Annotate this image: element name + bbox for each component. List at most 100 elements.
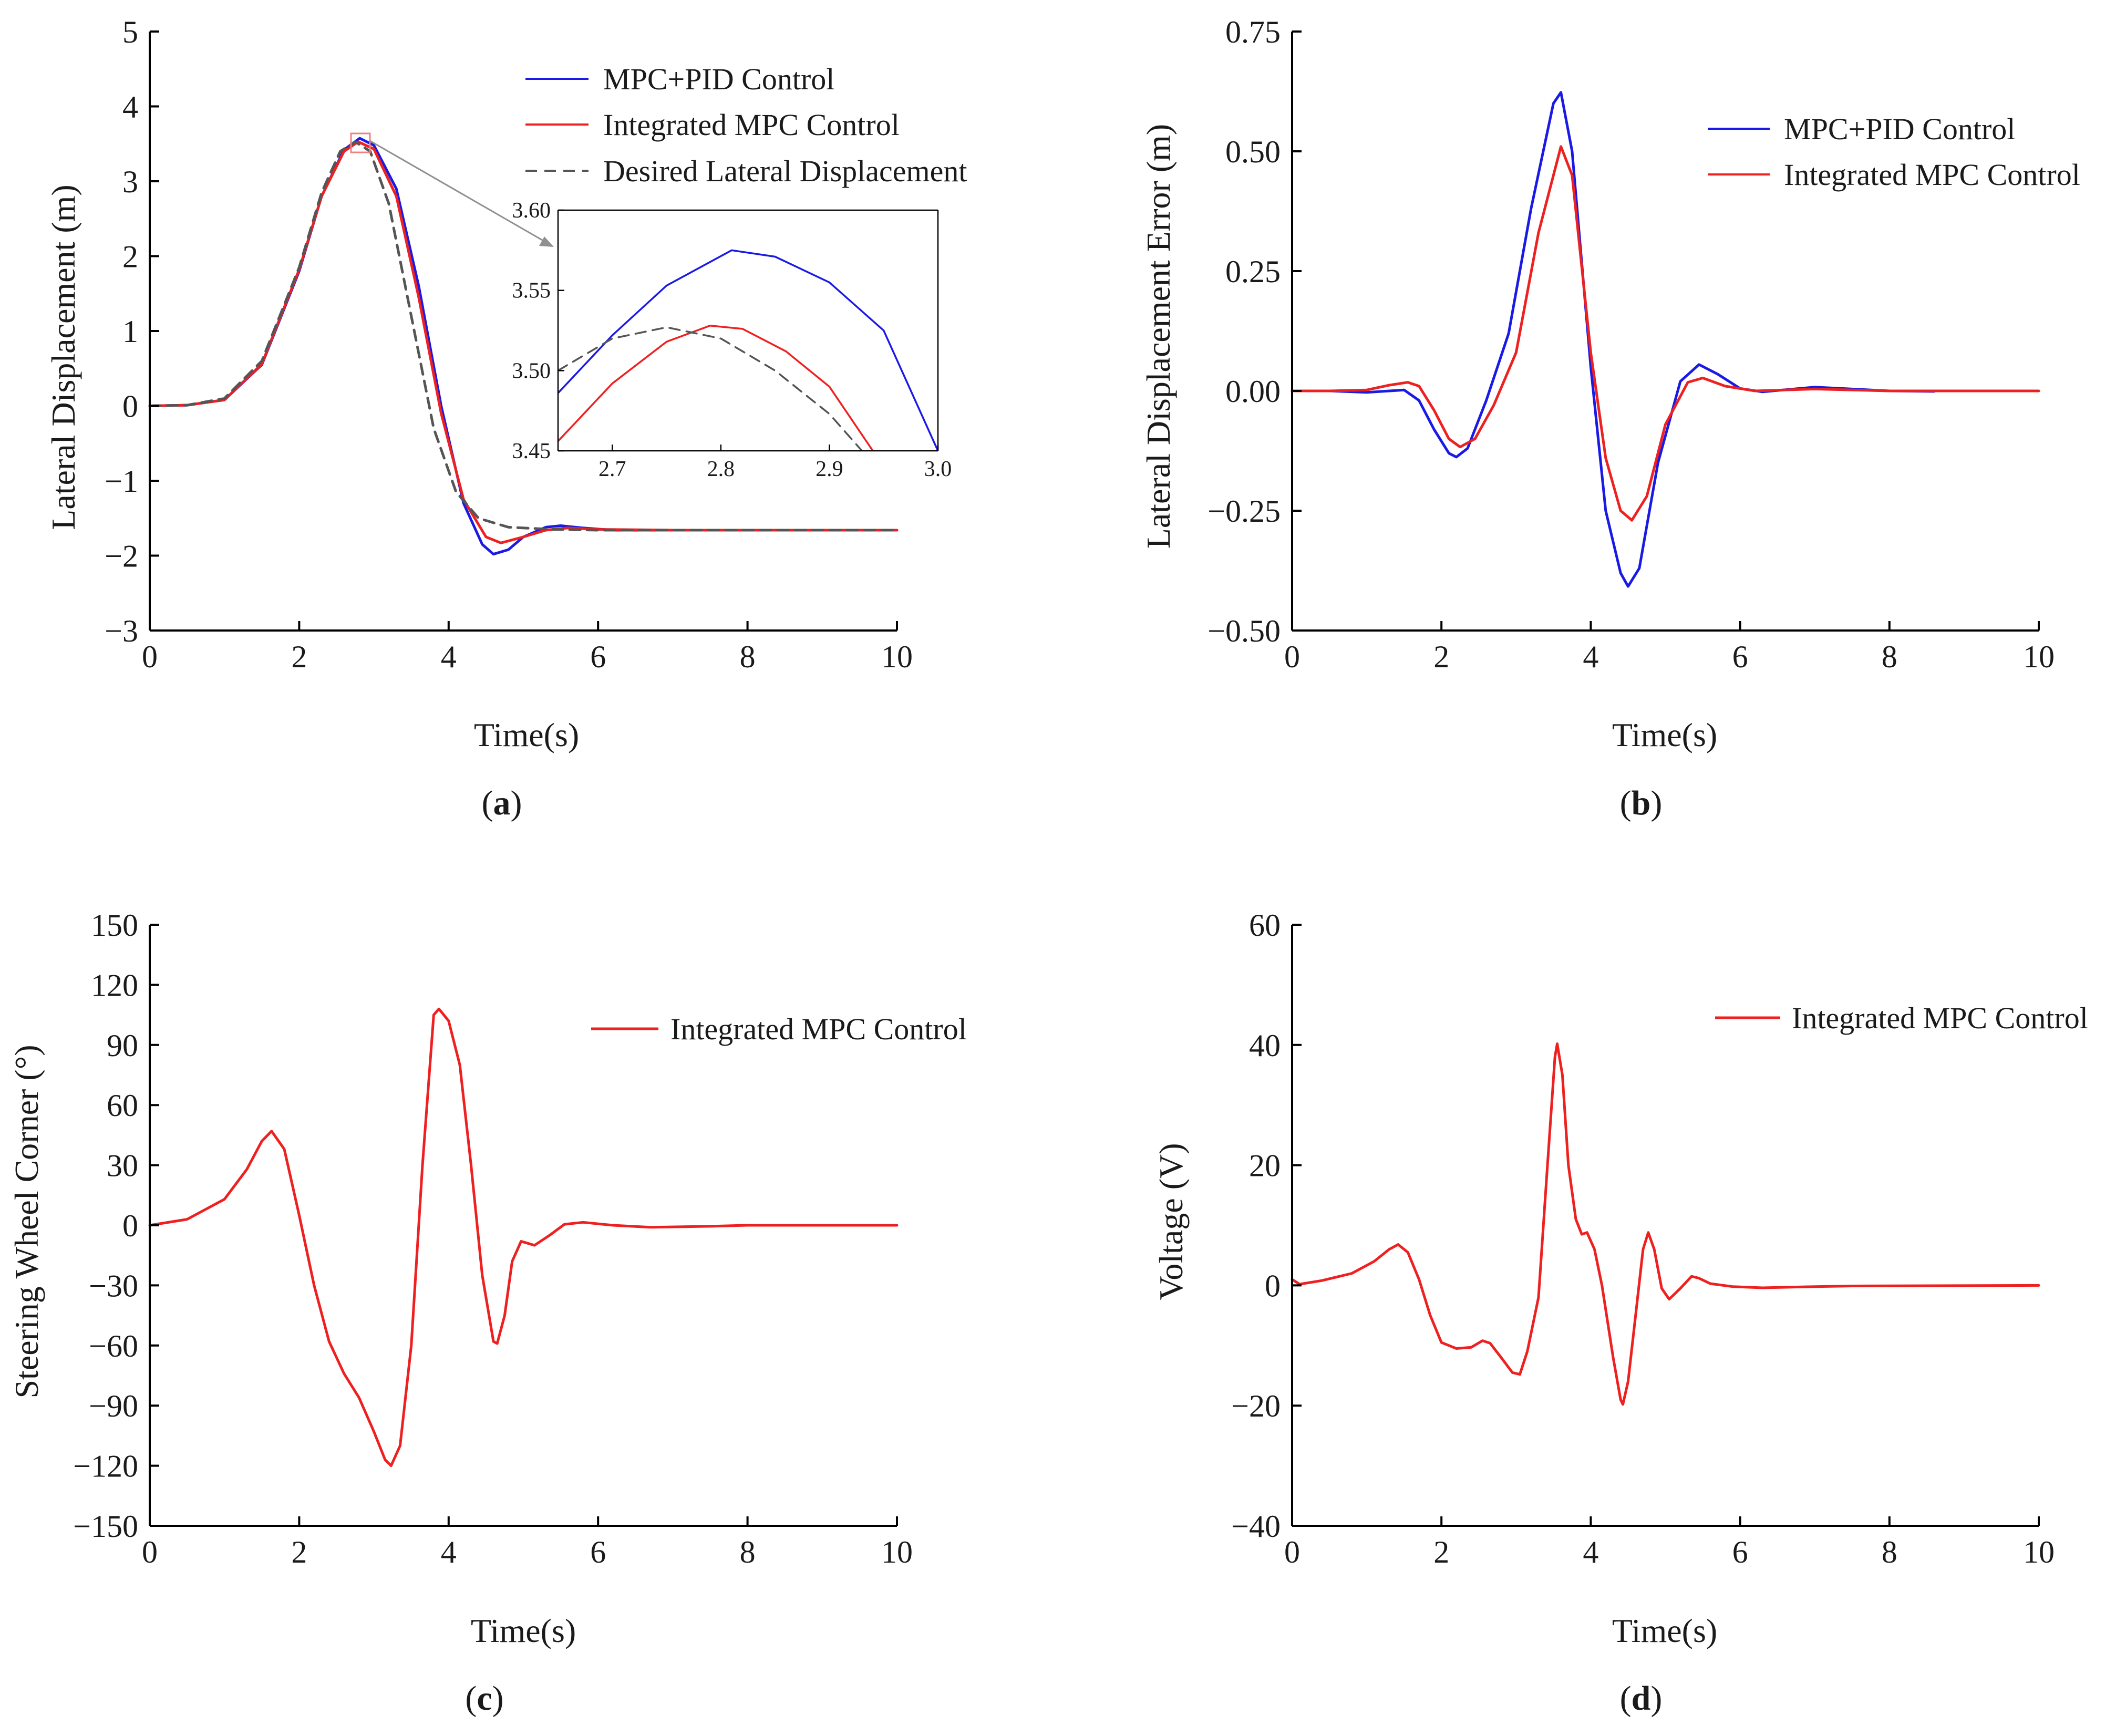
y-tick-label: 3.55 bbox=[512, 279, 551, 303]
panel-b-lateral-displacement-error: 0 2 4 6 8 10 −0.50 −0.25 0.00 0.25 0.50 0.75 MPC+PI… bbox=[1140, 15, 2080, 822]
panel-d-series-lines bbox=[1291, 1042, 2040, 1406]
x-tick-label: 10 bbox=[2023, 1535, 2055, 1569]
y-tick-label: 150 bbox=[91, 908, 138, 943]
y-tick-label: 5 bbox=[122, 15, 138, 49]
x-tick-label: 2 bbox=[291, 1535, 307, 1569]
y-tick-label: 0.50 bbox=[1225, 135, 1281, 169]
legend-label-integrated-mpc: Integrated MPC Control bbox=[1792, 1001, 2088, 1035]
panel-d-x-axis-title: Time(s) bbox=[1612, 1612, 1717, 1649]
panel-d-series-line-1 bbox=[1291, 1042, 2040, 1406]
y-tick-label: 40 bbox=[1249, 1028, 1281, 1063]
panel-a-legend: MPC+PID Control Integrated MPC Control D… bbox=[525, 62, 967, 188]
x-tick-label: 2.7 bbox=[598, 457, 626, 481]
panel-b-series-line-1 bbox=[1291, 91, 1936, 588]
panel-a-x-axis-title: Time(s) bbox=[474, 716, 579, 753]
y-tick-label: 3.50 bbox=[512, 359, 551, 383]
y-tick-label: −90 bbox=[89, 1389, 138, 1423]
panel-c-series-line-1 bbox=[148, 1007, 899, 1468]
x-tick-label: 10 bbox=[2023, 639, 2055, 674]
y-tick-label: 90 bbox=[107, 1028, 138, 1063]
y-tick-label: −20 bbox=[1231, 1389, 1281, 1423]
y-tick-label: −0.25 bbox=[1208, 494, 1281, 529]
y-tick-label: 0.00 bbox=[1225, 374, 1281, 409]
y-tick-label: 20 bbox=[1249, 1149, 1281, 1183]
y-tick-label: −30 bbox=[89, 1268, 138, 1303]
x-tick-label: 0 bbox=[1284, 1535, 1300, 1569]
x-tick-label: 0 bbox=[142, 1535, 158, 1569]
y-tick-label: 1 bbox=[122, 314, 138, 349]
panel-a-series-line-3 bbox=[148, 140, 899, 532]
y-tick-label: 3.45 bbox=[512, 439, 551, 463]
y-tick-label: 60 bbox=[107, 1088, 138, 1123]
legend-label-integrated-mpc: Integrated MPC Control bbox=[1784, 158, 2080, 192]
y-tick-label: 2 bbox=[122, 240, 138, 274]
y-tick-label: −0.50 bbox=[1208, 614, 1281, 648]
x-tick-label: 8 bbox=[1882, 639, 1897, 674]
panel-b-y-axis-title: Lateral Displacement Error (m) bbox=[1140, 124, 1177, 549]
x-tick-label: 0 bbox=[142, 639, 158, 674]
x-tick-label: 0 bbox=[1284, 639, 1300, 674]
y-tick-label: −1 bbox=[105, 464, 138, 499]
x-tick-label: 2 bbox=[1433, 639, 1449, 674]
y-tick-label: 0 bbox=[1265, 1268, 1281, 1303]
panel-d-caption: (d) bbox=[1620, 1679, 1663, 1718]
y-tick-label: −40 bbox=[1231, 1509, 1281, 1544]
x-tick-label: 6 bbox=[590, 1535, 606, 1569]
panel-d-legend: Integrated MPC Control bbox=[1715, 1001, 2088, 1035]
y-tick-label: 0.25 bbox=[1225, 254, 1281, 289]
inset-background bbox=[558, 210, 938, 451]
x-tick-label: 2.9 bbox=[816, 457, 843, 481]
x-tick-label: 4 bbox=[1583, 1535, 1598, 1569]
y-tick-label: 3.60 bbox=[512, 199, 551, 223]
x-tick-label: 6 bbox=[1732, 1535, 1748, 1569]
x-tick-label: 3.0 bbox=[924, 457, 952, 481]
panel-c-series-lines bbox=[148, 1007, 899, 1468]
y-tick-label: 0.75 bbox=[1225, 15, 1281, 49]
panel-a-inset-callout bbox=[350, 132, 554, 247]
panel-d-voltage: 0 2 4 6 8 10 −40 −20 0 20 40 60 Integrated MPC Cont… bbox=[1152, 908, 2088, 1718]
panel-a-inset-axes: 2.7 2.8 2.9 3.0 3.45 3.50 3.55 3.60 bbox=[512, 199, 952, 481]
panel-c-y-axis-title: Steering Wheel Corner (°) bbox=[8, 1045, 45, 1398]
x-tick-label: 8 bbox=[740, 639, 756, 674]
panel-b-legend: MPC+PID Control Integrated MPC Control bbox=[1708, 112, 2080, 192]
y-tick-label: 0 bbox=[122, 389, 138, 424]
y-tick-label: 4 bbox=[122, 90, 138, 125]
x-tick-label: 4 bbox=[441, 639, 457, 674]
y-tick-label: 0 bbox=[122, 1208, 138, 1243]
x-tick-label: 4 bbox=[1583, 639, 1598, 674]
x-tick-label: 10 bbox=[881, 639, 913, 674]
x-tick-label: 8 bbox=[1882, 1535, 1897, 1569]
legend-label-mpc-pid: MPC+PID Control bbox=[603, 62, 834, 96]
y-tick-label: 3 bbox=[122, 164, 138, 199]
panel-c-steering-wheel-corner: 0 2 4 6 8 10 −150 −120 −90 −60 −30 0 30 60 90 120 150 In… bbox=[8, 908, 967, 1718]
legend-label-desired: Desired Lateral Displacement bbox=[603, 154, 967, 188]
panel-a-inset-zoom: 2.7 2.8 2.9 3.0 3.45 3.50 3.55 3.60 bbox=[512, 199, 952, 481]
panel-c-legend: Integrated MPC Control bbox=[591, 1012, 967, 1046]
panel-b-axes: 0 2 4 6 8 10 −0.50 −0.25 0.00 0.25 0.50 0.75 bbox=[1208, 15, 2055, 674]
panel-a-inset-series-line-2 bbox=[558, 325, 874, 451]
panel-b-caption: (b) bbox=[1620, 784, 1663, 822]
y-tick-label: −2 bbox=[105, 539, 138, 574]
x-tick-label: 6 bbox=[1732, 639, 1748, 674]
x-tick-label: 8 bbox=[740, 1535, 756, 1569]
panel-a-inset-series-line-1 bbox=[558, 249, 938, 451]
panel-d-axes: 0 2 4 6 8 10 −40 −20 0 20 40 60 bbox=[1231, 908, 2055, 1569]
panel-a-y-axis-title: Lateral Displacement (m) bbox=[45, 184, 82, 530]
y-tick-label: −120 bbox=[73, 1449, 138, 1484]
panel-d-y-axis-title: Voltage (V) bbox=[1152, 1143, 1190, 1300]
y-tick-label: −3 bbox=[105, 614, 138, 648]
panel-c-axes: 0 2 4 6 8 10 −150 −120 −90 −60 −30 0 30 60 90 120 150 bbox=[73, 908, 913, 1569]
panel-a-lateral-displacement: 0 2 4 6 8 10 −3 −2 −1 0 1 2 3 4 5 2.7 2.8 2.9 3.0 3.45 3.50… bbox=[45, 15, 967, 822]
panel-c-caption: (c) bbox=[465, 1679, 503, 1718]
panel-a-inset-series-lines bbox=[558, 249, 938, 451]
panel-b-series-lines bbox=[1291, 91, 2040, 588]
panel-a-caption: (a) bbox=[482, 784, 522, 822]
legend-label-integrated-mpc: Integrated MPC Control bbox=[670, 1012, 967, 1046]
x-tick-label: 10 bbox=[881, 1535, 913, 1569]
y-tick-label: 60 bbox=[1249, 908, 1281, 943]
y-tick-label: 120 bbox=[91, 968, 138, 1003]
panel-c-x-axis-title: Time(s) bbox=[471, 1612, 576, 1649]
y-tick-label: −60 bbox=[89, 1329, 138, 1363]
panel-a-axes: 0 2 4 6 8 10 −3 −2 −1 0 1 2 3 4 5 bbox=[105, 15, 913, 674]
x-tick-label: 2.8 bbox=[707, 457, 735, 481]
